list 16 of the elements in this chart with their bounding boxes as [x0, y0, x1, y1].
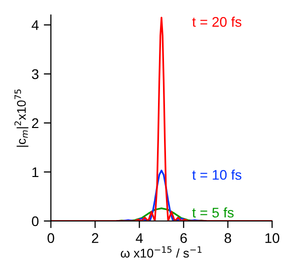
- y-tick-label: 3: [32, 69, 38, 80]
- y-axis-title: |c$_{m}$|$^{2}$x10$^{75}$: [14, 89, 28, 147]
- y-tick-label: 0: [32, 216, 39, 226]
- text: t = 20 fs: [192, 16, 242, 27]
- series-label: t = 5 fs: [192, 207, 234, 218]
- y-tick-label: 4: [32, 20, 39, 30]
- y-tick-label: 2: [32, 118, 38, 128]
- y-tick-label: 1: [32, 167, 38, 178]
- series-label: t = 10 fs: [192, 170, 242, 180]
- x-tick-label: 6: [180, 233, 187, 244]
- x-tick-label: 8: [224, 233, 232, 244]
- x-tick-label: 4: [136, 233, 143, 243]
- x-axis-title: ω x10$^{−15}$ / s$^{−1}$: [120, 246, 202, 258]
- x-tick-label: 0: [48, 233, 54, 244]
- x-tick-label: 2: [92, 233, 98, 243]
- x-tick-label: 10: [265, 233, 280, 244]
